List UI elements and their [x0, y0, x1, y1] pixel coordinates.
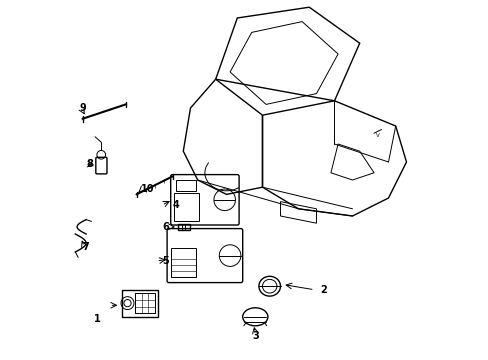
Text: 8: 8 — [86, 159, 93, 169]
Text: V: V — [375, 132, 379, 138]
Text: 3: 3 — [251, 330, 258, 341]
Text: 5: 5 — [162, 256, 168, 266]
Text: 4: 4 — [172, 200, 179, 210]
Text: 2: 2 — [320, 285, 326, 295]
Text: 10: 10 — [140, 184, 154, 194]
Text: 6: 6 — [162, 222, 168, 232]
Text: 1: 1 — [93, 314, 100, 324]
Text: 9: 9 — [79, 103, 86, 113]
Text: 7: 7 — [82, 242, 89, 252]
